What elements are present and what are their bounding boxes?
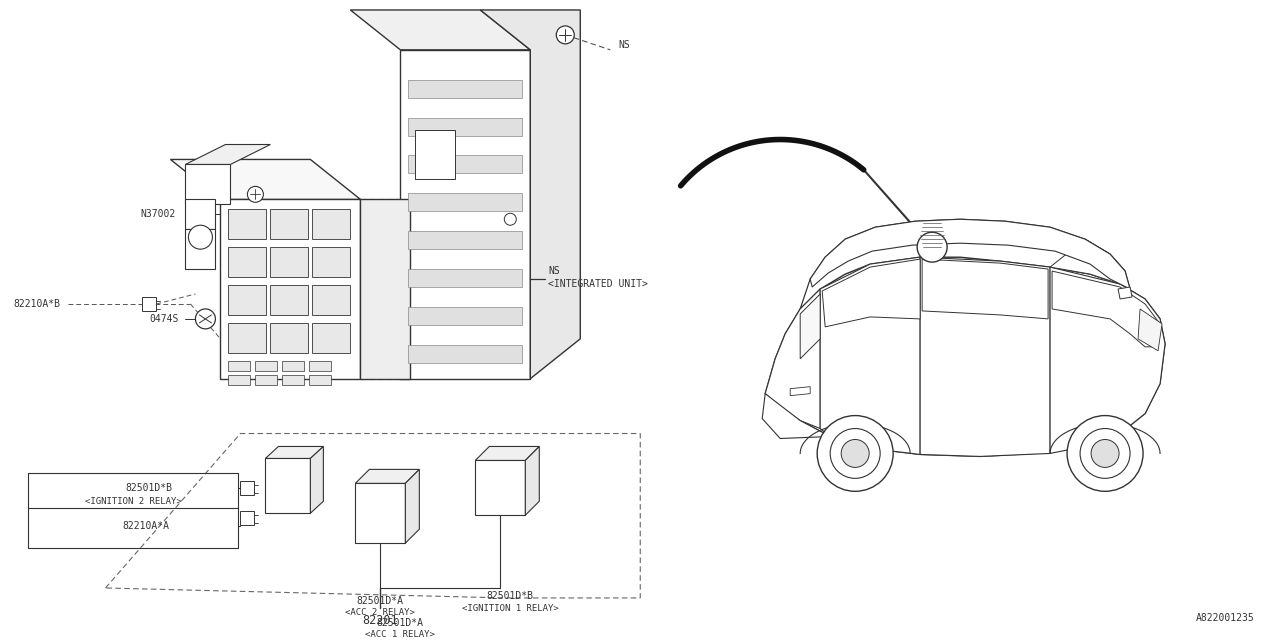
Polygon shape: [822, 259, 920, 327]
Polygon shape: [312, 209, 351, 239]
Polygon shape: [480, 10, 580, 379]
Circle shape: [1068, 415, 1143, 492]
Polygon shape: [312, 247, 351, 277]
Polygon shape: [415, 129, 456, 179]
Polygon shape: [356, 483, 406, 543]
Polygon shape: [525, 447, 539, 515]
Polygon shape: [312, 285, 351, 315]
Polygon shape: [408, 231, 522, 249]
Text: 82210A*A: 82210A*A: [122, 521, 169, 531]
Text: A822001235: A822001235: [1197, 613, 1254, 623]
Circle shape: [196, 309, 215, 329]
Polygon shape: [361, 199, 411, 379]
Polygon shape: [810, 220, 1130, 289]
Text: 82210A*B: 82210A*B: [14, 299, 60, 309]
Text: NS: NS: [618, 40, 630, 50]
Polygon shape: [408, 193, 522, 211]
Polygon shape: [310, 447, 324, 513]
Polygon shape: [228, 374, 251, 385]
Polygon shape: [800, 220, 1130, 309]
Polygon shape: [1050, 239, 1125, 284]
Polygon shape: [228, 361, 251, 371]
Polygon shape: [820, 257, 920, 454]
Polygon shape: [170, 159, 361, 199]
Circle shape: [188, 225, 212, 249]
Text: 82501D*B: 82501D*B: [125, 483, 172, 493]
Polygon shape: [408, 269, 522, 287]
Polygon shape: [765, 289, 820, 429]
Circle shape: [247, 186, 264, 202]
Text: NS: NS: [548, 266, 561, 276]
Polygon shape: [228, 247, 266, 277]
Polygon shape: [256, 361, 278, 371]
Polygon shape: [265, 447, 324, 458]
Polygon shape: [142, 297, 156, 311]
Text: <ACC 1 RELAY>: <ACC 1 RELAY>: [365, 630, 435, 639]
Polygon shape: [256, 374, 278, 385]
Polygon shape: [800, 294, 820, 359]
Polygon shape: [270, 247, 308, 277]
Polygon shape: [408, 156, 522, 173]
Polygon shape: [406, 469, 420, 543]
Polygon shape: [1117, 287, 1132, 299]
Polygon shape: [270, 323, 308, 353]
Polygon shape: [310, 374, 332, 385]
Polygon shape: [241, 481, 255, 495]
Circle shape: [841, 440, 869, 467]
Polygon shape: [408, 307, 522, 325]
Polygon shape: [186, 145, 270, 164]
Text: <IGNITION 1 RELAY>: <IGNITION 1 RELAY>: [462, 604, 558, 613]
Polygon shape: [351, 10, 530, 50]
Polygon shape: [475, 447, 539, 460]
Polygon shape: [475, 460, 525, 515]
Polygon shape: [220, 199, 361, 379]
Polygon shape: [228, 323, 266, 353]
Circle shape: [817, 415, 893, 492]
Polygon shape: [408, 345, 522, 363]
Polygon shape: [1052, 271, 1160, 347]
Circle shape: [504, 213, 516, 225]
Circle shape: [1080, 429, 1130, 478]
Text: <ACC 2 RELAY>: <ACC 2 RELAY>: [346, 609, 415, 618]
Polygon shape: [270, 285, 308, 315]
Text: N37002: N37002: [141, 209, 175, 220]
Polygon shape: [790, 387, 810, 396]
Polygon shape: [241, 511, 255, 525]
Polygon shape: [762, 394, 831, 438]
Polygon shape: [356, 469, 420, 483]
Polygon shape: [1050, 267, 1165, 454]
Circle shape: [557, 26, 575, 44]
Text: 82501D*A: 82501D*A: [376, 618, 424, 628]
Polygon shape: [186, 164, 230, 204]
Polygon shape: [408, 80, 522, 98]
Polygon shape: [283, 361, 305, 371]
Polygon shape: [186, 229, 215, 269]
Polygon shape: [270, 209, 308, 239]
Text: <IGNITION 2 RELAY>: <IGNITION 2 RELAY>: [84, 497, 182, 506]
Polygon shape: [265, 458, 310, 513]
Polygon shape: [922, 259, 1048, 319]
Polygon shape: [186, 199, 215, 229]
Text: 82201: 82201: [362, 614, 398, 627]
Polygon shape: [765, 257, 1165, 456]
Polygon shape: [408, 118, 522, 136]
Polygon shape: [920, 257, 1050, 456]
Polygon shape: [1138, 309, 1162, 351]
Text: <INTEGRATED UNIT>: <INTEGRATED UNIT>: [548, 279, 648, 289]
Circle shape: [918, 232, 947, 262]
Text: 0474S: 0474S: [148, 314, 178, 324]
Polygon shape: [283, 374, 305, 385]
Text: 82501D*A: 82501D*A: [357, 596, 404, 606]
Polygon shape: [312, 323, 351, 353]
Circle shape: [831, 429, 881, 478]
Polygon shape: [228, 209, 266, 239]
Text: 82501D*B: 82501D*B: [486, 591, 534, 601]
Polygon shape: [228, 285, 266, 315]
Polygon shape: [310, 361, 332, 371]
Polygon shape: [401, 50, 530, 379]
Circle shape: [1091, 440, 1119, 467]
